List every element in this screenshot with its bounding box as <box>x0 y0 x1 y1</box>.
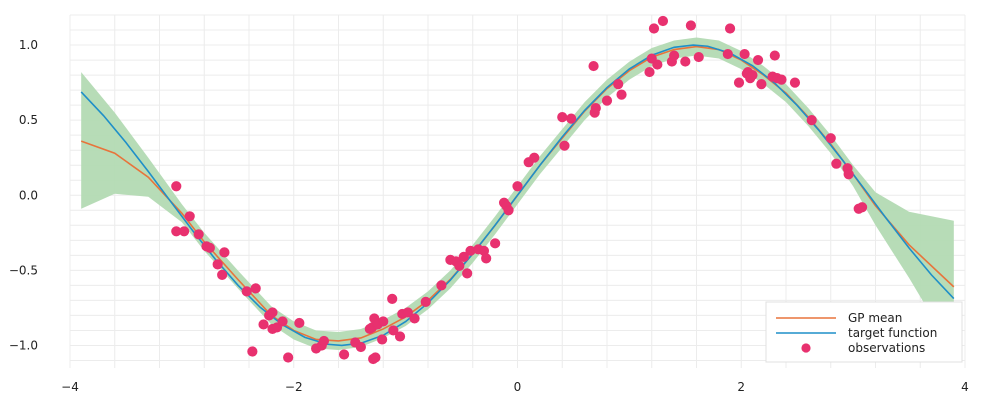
observation-point <box>644 66 655 78</box>
observation-point <box>831 158 842 169</box>
observation-point <box>756 79 767 90</box>
observation-point <box>789 77 801 88</box>
observation-point <box>559 140 570 151</box>
observation-point <box>669 50 680 61</box>
observation-point <box>724 23 736 34</box>
observation-point <box>512 181 523 192</box>
observation-point <box>377 334 388 345</box>
observation-point <box>769 50 780 61</box>
observation-point <box>338 349 350 360</box>
observation-point <box>739 48 750 60</box>
observation-point <box>733 77 745 88</box>
observation-point <box>212 259 223 270</box>
observation-point <box>503 205 514 216</box>
series-lines <box>80 44 955 347</box>
legend-label: observations <box>848 341 925 355</box>
observation-point <box>258 319 269 330</box>
observation-point <box>776 74 787 85</box>
observation-point <box>402 307 413 318</box>
observation-point <box>680 56 691 67</box>
observation-point <box>409 313 420 324</box>
observation-point <box>601 95 613 106</box>
observation-point <box>267 307 278 318</box>
observation-point <box>184 211 195 222</box>
observation-point <box>294 317 305 329</box>
observation-point <box>454 260 465 271</box>
legend-swatch-marker <box>801 343 811 353</box>
observation-point <box>370 352 381 363</box>
observation-point <box>378 316 389 327</box>
observation-point <box>217 269 228 280</box>
observation-point <box>204 242 215 253</box>
observation-point <box>394 331 406 342</box>
legend-label: target function <box>848 326 937 340</box>
observation-point <box>436 280 447 291</box>
observation-point <box>616 89 627 100</box>
observation-point <box>693 51 704 63</box>
observation-point <box>613 79 624 90</box>
observation-point <box>856 202 868 213</box>
observation-point <box>590 103 601 114</box>
y-tick-label: 0.5 <box>19 113 38 127</box>
observation-point <box>481 253 492 264</box>
observation-point <box>529 152 540 163</box>
observation-point <box>420 296 431 308</box>
observation-point <box>752 54 764 66</box>
observation-point <box>388 325 399 336</box>
observation-point <box>843 169 854 180</box>
observation-point <box>825 133 836 144</box>
observation-point <box>652 59 663 70</box>
x-tick-label: −4 <box>61 380 79 394</box>
legend-box <box>765 301 963 363</box>
observation-point <box>277 316 288 327</box>
legend-label: GP mean <box>848 311 902 325</box>
observation-points <box>171 15 868 365</box>
y-tick-label: −1.0 <box>9 338 38 352</box>
observation-point <box>171 181 182 192</box>
observation-point <box>588 60 599 72</box>
observation-point <box>250 283 261 294</box>
observation-point <box>685 20 697 31</box>
observation-point <box>722 48 733 60</box>
observation-point <box>747 69 758 81</box>
x-tick-label: 4 <box>961 380 969 394</box>
observation-point <box>241 286 252 297</box>
observation-point <box>247 346 258 357</box>
observation-point <box>193 229 204 240</box>
observation-point <box>566 113 577 124</box>
x-tick-label: 0 <box>514 380 522 394</box>
observation-point <box>179 226 190 237</box>
observation-point <box>387 293 398 304</box>
y-tick-label: 1.0 <box>19 38 38 52</box>
observation-point <box>462 268 473 279</box>
observation-point <box>490 238 501 249</box>
observation-point <box>355 341 366 353</box>
axes: −4 −2 0 2 4 −1.0 −0.5 0.0 0.5 1.0 <box>9 38 969 394</box>
y-tick-label: −0.5 <box>9 263 38 277</box>
observation-point <box>806 115 817 126</box>
target-function-line <box>80 44 955 347</box>
x-tick-label: −2 <box>285 380 303 394</box>
observation-point <box>557 112 568 123</box>
x-tick-label: 2 <box>737 380 745 394</box>
observation-point <box>657 15 669 27</box>
y-tick-label: 0.0 <box>19 188 38 202</box>
observation-point <box>318 335 330 347</box>
observation-point <box>458 251 469 262</box>
observation-point <box>283 352 294 363</box>
observation-point <box>219 247 230 258</box>
observation-point <box>648 23 660 34</box>
